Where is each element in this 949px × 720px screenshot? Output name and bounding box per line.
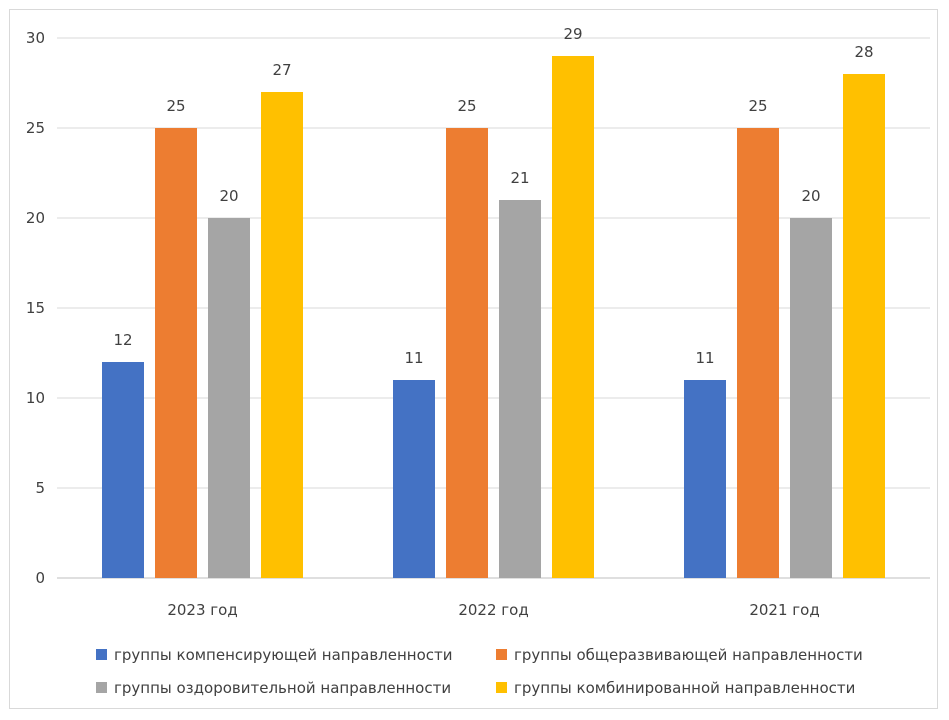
bar (737, 128, 779, 578)
legend-label: группы компенсирующей направленности (114, 646, 453, 664)
data-label: 28 (854, 43, 873, 61)
legend-label: группы комбинированной направленности (514, 679, 855, 697)
bar (393, 380, 435, 578)
bar (499, 200, 541, 578)
y-tick-label: 25 (26, 119, 45, 137)
y-tick-label: 10 (26, 389, 45, 407)
data-label: 25 (457, 97, 476, 115)
data-label: 11 (404, 349, 423, 367)
legend-swatch (496, 649, 507, 660)
y-tick-label: 20 (26, 209, 45, 227)
data-label: 20 (219, 187, 238, 205)
legend-swatch (96, 682, 107, 693)
data-label: 11 (695, 349, 714, 367)
y-tick-label: 15 (26, 299, 45, 317)
legend-label: группы оздоровительной направленности (114, 679, 451, 697)
y-tick-label: 5 (35, 479, 45, 497)
bar (552, 56, 594, 578)
data-label: 27 (272, 61, 291, 79)
y-tick-label: 0 (35, 569, 45, 587)
bar (790, 218, 832, 578)
x-tick-label: 2021 год (749, 601, 819, 619)
legend-swatch (96, 649, 107, 660)
legend-label: группы общеразвивающей направленности (514, 646, 863, 664)
data-label: 20 (801, 187, 820, 205)
y-tick-label: 30 (26, 29, 45, 47)
bar (843, 74, 885, 578)
bar (446, 128, 488, 578)
bar (261, 92, 303, 578)
bar (102, 362, 144, 578)
data-label: 29 (563, 25, 582, 43)
legend-swatch (496, 682, 507, 693)
x-tick-label: 2023 год (167, 601, 237, 619)
x-tick-label: 2022 год (458, 601, 528, 619)
bar (208, 218, 250, 578)
bar (155, 128, 197, 578)
data-label: 12 (113, 331, 132, 349)
data-label: 25 (748, 97, 767, 115)
data-label: 25 (166, 97, 185, 115)
bar (684, 380, 726, 578)
data-label: 21 (510, 169, 529, 187)
